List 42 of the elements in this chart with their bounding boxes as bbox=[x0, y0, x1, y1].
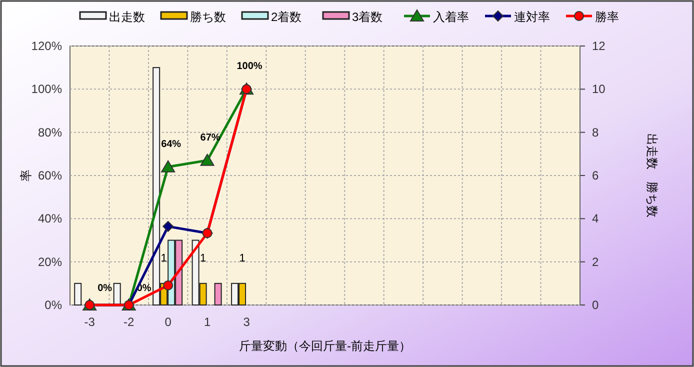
y-tick-label: 40% bbox=[38, 212, 62, 226]
y-tick-label: 0% bbox=[44, 298, 62, 312]
point bbox=[200, 154, 214, 166]
y2-tick-label: 12 bbox=[592, 39, 606, 53]
legend-label: 2着数 bbox=[271, 10, 302, 24]
y-tick-label: 100% bbox=[31, 82, 62, 96]
data-label: 1 bbox=[160, 252, 167, 264]
legend-label: 出走数 bbox=[109, 10, 145, 24]
bar bbox=[113, 282, 121, 306]
y-tick-label: 20% bbox=[38, 254, 62, 269]
x-tick-label: 3 bbox=[243, 315, 250, 329]
legend-label: 勝ち数 bbox=[190, 10, 226, 24]
data-label: 1 bbox=[239, 252, 246, 264]
y2-tick-label: 2 bbox=[592, 254, 599, 269]
x-tick-label: -2 bbox=[124, 315, 135, 329]
y-axis-title: 率 bbox=[19, 170, 33, 182]
y-tick-label: 60% bbox=[38, 168, 62, 182]
y2-tick-label: 0 bbox=[592, 298, 599, 312]
point bbox=[161, 160, 176, 172]
y2-tick-label: 10 bbox=[592, 82, 606, 96]
data-label: 1 bbox=[200, 252, 206, 264]
data-label: 64% bbox=[161, 138, 182, 150]
data-label: 100% bbox=[236, 61, 262, 72]
y2-tick-label: 8 bbox=[592, 125, 599, 140]
legend-label: 入着率 bbox=[433, 10, 469, 24]
y2-tick-label: 4 bbox=[592, 212, 599, 226]
x-tick-label: 0 bbox=[164, 315, 172, 329]
y2-tick-label: 6 bbox=[592, 168, 599, 182]
legend-label: 連対率 bbox=[514, 10, 550, 24]
point bbox=[162, 220, 174, 232]
x-axis-title: 斤量変動（今回斤量-前走斤量） bbox=[239, 339, 411, 353]
y-tick-label: 80% bbox=[38, 125, 62, 140]
legend-label: 3着数 bbox=[352, 10, 383, 24]
x-tick-label: -3 bbox=[84, 315, 96, 329]
point bbox=[163, 280, 174, 290]
bar bbox=[74, 282, 82, 306]
legend-label: 勝率 bbox=[595, 10, 619, 24]
x-tick-label: 1 bbox=[204, 315, 211, 329]
y2-axis-title: 出走数 勝ち数 bbox=[645, 134, 659, 218]
bar bbox=[214, 282, 222, 306]
data-label: 0% bbox=[98, 283, 112, 294]
y-tick-label: 120% bbox=[31, 39, 62, 53]
